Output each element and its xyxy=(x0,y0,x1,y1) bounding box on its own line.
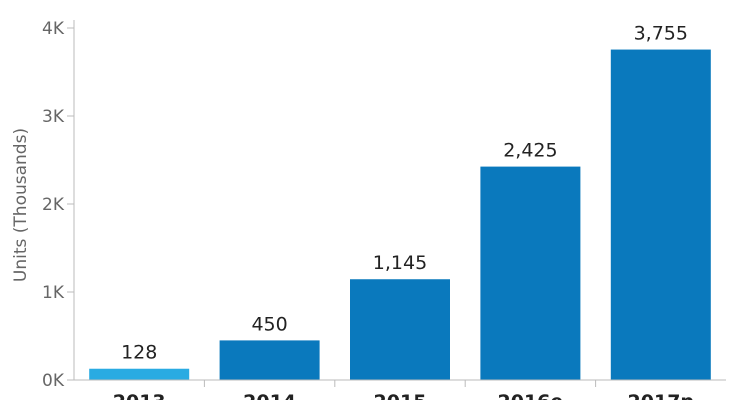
x-tick-label: 2013 xyxy=(113,391,166,400)
y-tick-label: 1K xyxy=(42,283,65,303)
y-axis-title: Units (Thousands) xyxy=(11,128,31,282)
bar xyxy=(480,166,581,380)
x-tick-label: 2014 xyxy=(243,391,296,400)
bar-value-label: 1,145 xyxy=(373,252,427,274)
bars: 128 450 1,145 2,425 3,755 xyxy=(89,23,711,381)
bar-value-label: 2,425 xyxy=(503,140,557,162)
bar xyxy=(610,49,711,381)
bar-value-label: 128 xyxy=(121,342,157,364)
bar xyxy=(89,368,190,380)
x-axis: 2013 2014 2015 2016e 2017p xyxy=(74,379,726,400)
bar xyxy=(350,279,450,380)
x-tick-label: 2016e xyxy=(498,391,564,400)
bar-value-label: 450 xyxy=(251,313,287,335)
y-tick-label: 0K xyxy=(42,371,65,391)
y-tick-label: 2K xyxy=(42,195,65,215)
x-tick-label: 2017p xyxy=(628,391,694,400)
x-tick-label: 2015 xyxy=(374,391,427,400)
bar xyxy=(219,340,320,380)
y-tick-label: 4K xyxy=(42,19,65,39)
bar-value-label: 3,755 xyxy=(634,23,688,45)
y-axis: 0K 1K 2K 3K 4K xyxy=(42,19,75,391)
y-tick-label: 3K xyxy=(42,107,65,127)
